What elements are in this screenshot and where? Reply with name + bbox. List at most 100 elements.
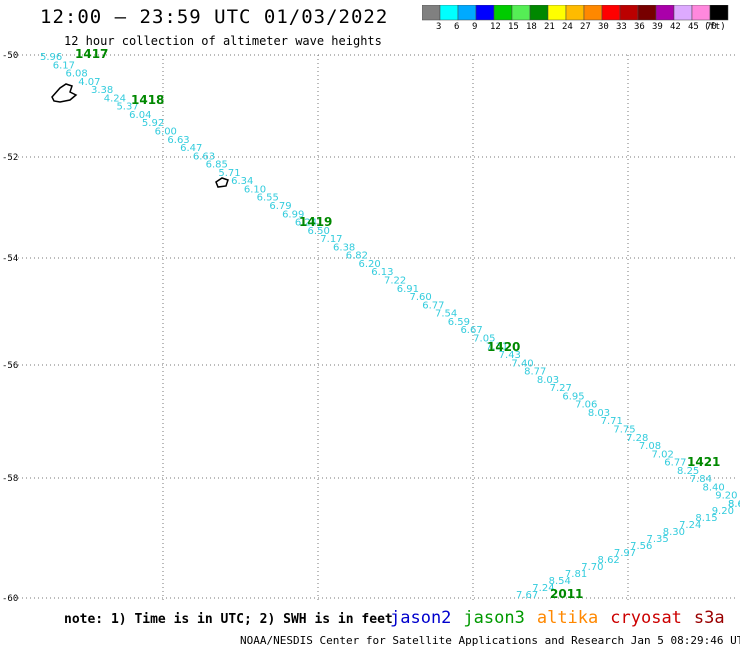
campbell-island-landmass xyxy=(215,177,229,188)
pass-a-swh-value: 3.38 xyxy=(91,85,113,96)
pass-a-swh-value: 6.95 xyxy=(562,391,584,402)
credit-line: NOAA/NESDIS Center for Satellite Applica… xyxy=(240,634,740,647)
colorbar-swatch xyxy=(709,5,729,21)
colorbar-label: 3 xyxy=(436,22,442,32)
pass-a-swh-value: 6.17 xyxy=(53,60,75,71)
pass-b-swh-value: 7.24 xyxy=(532,583,554,594)
pass-a-swh-value: 8.25 xyxy=(677,466,699,477)
colorbar-label: 21 xyxy=(544,22,555,32)
lat-tick-label: -56 xyxy=(2,361,18,371)
pass-b-swh-value: 7.81 xyxy=(565,569,587,580)
pass-a-swh-value: 7.31 xyxy=(486,342,508,353)
pass-a-swh-value: 6.91 xyxy=(397,284,419,295)
pass-a-swh-value: 8.6 xyxy=(728,499,740,510)
pass-b-swh-value: 7.24 xyxy=(679,520,701,531)
pass-a-swh-value: 7.17 xyxy=(320,234,342,245)
pass-a-swh-value: 5.92 xyxy=(142,118,164,129)
colorbar-label: 33 xyxy=(616,22,627,32)
pass-time-label: 1418 xyxy=(131,93,164,107)
pass-a-swh-value: 6.79 xyxy=(269,201,291,212)
pass-a-swh-value: 6.50 xyxy=(308,226,330,237)
pass-b-swh-value: 7.35 xyxy=(646,534,668,545)
pass-a-swh-value: 7.43 xyxy=(499,350,521,361)
pass-a-swh-value: 6.85 xyxy=(206,160,228,171)
satellite-legend: jason2 jason3 altika cryosat s3a xyxy=(390,608,737,628)
pass-a-swh-value: 7.08 xyxy=(639,441,661,452)
pass-b-swh-value: 7.70 xyxy=(581,562,603,573)
pass-a-swh-value: 9.20 xyxy=(715,491,737,502)
pass-a-swh-value: 6.99 xyxy=(282,209,304,220)
colorbar-label: 42 xyxy=(670,22,681,32)
wave-height-map: 165168171174177-50-52-54-56-58-605.966.1… xyxy=(2,47,740,604)
pass-a-swh-value: 7.02 xyxy=(652,449,674,460)
pass-time-label: 1417 xyxy=(75,47,108,61)
colorbar-label: 36 xyxy=(634,22,645,32)
pass-b-swh-value: 9.20 xyxy=(712,506,734,517)
pass-time-label: 1419 xyxy=(299,215,332,229)
colorbar-label: 9 xyxy=(472,22,478,32)
pass-a-swh-value: 8.77 xyxy=(524,367,546,378)
pass-a-swh-value: 6.47 xyxy=(180,143,202,154)
lat-tick-label: -50 xyxy=(2,51,18,61)
pass-a-swh-value: 6.00 xyxy=(155,127,177,138)
pass-b-swh-value: 8.54 xyxy=(549,576,571,587)
colorbar-label: 12 xyxy=(490,22,501,32)
satellite-legend-cryosat: cryosat xyxy=(610,608,682,628)
pass-a-swh-value: 6.13 xyxy=(371,267,393,278)
pass-a-swh-value: 6.24 xyxy=(295,218,317,229)
pass-a-swh-value: 7.05 xyxy=(473,333,495,344)
pass-a-swh-value: 4.07 xyxy=(78,77,100,88)
page-title: 12:00 – 23:59 UTC 01/03/2022 xyxy=(40,6,389,28)
pass-a-swh-value: 5.96 xyxy=(40,52,62,63)
auckland-islands-landmass xyxy=(51,83,78,103)
pass-a-swh-value: 5.37 xyxy=(116,102,138,113)
pass-a-swh-value: 7.06 xyxy=(575,400,597,411)
pass-b-swh-value: 7.67 xyxy=(516,590,538,601)
pass-a-swh-value: 7.75 xyxy=(613,425,635,436)
lat-tick-label: -60 xyxy=(2,594,18,604)
colorbar-label: 45 xyxy=(688,22,699,32)
pass-a-swh-value: 7.71 xyxy=(601,416,623,427)
pass-a-swh-value: 8.03 xyxy=(588,408,610,419)
satellite-legend-altika: altika xyxy=(536,608,599,628)
colorbar xyxy=(422,5,729,21)
pass-a-swh-value: 7.60 xyxy=(409,292,431,303)
colorbar-label: 15 xyxy=(508,22,519,32)
pass-time-label: 2011 xyxy=(550,587,583,601)
pass-b-swh-value: 8.15 xyxy=(695,513,717,524)
colorbar-label: 30 xyxy=(598,22,609,32)
pass-a-swh-value: 6.77 xyxy=(664,458,686,469)
pass-a-swh-value: 6.04 xyxy=(129,110,151,121)
pass-a-swh-value: 7.84 xyxy=(690,474,712,485)
pass-a-swh-value: 7.40 xyxy=(511,358,533,369)
colorbar-labels: 3 6 9 12 15 18 21 24 27 30 33 36 39 42 45 70 (ft) xyxy=(422,22,732,34)
satellite-legend-s3a: s3a xyxy=(693,608,725,628)
colorbar-label: 6 xyxy=(454,22,460,32)
colorbar-unit: (ft) xyxy=(704,22,726,32)
lat-tick-label: -54 xyxy=(2,254,18,264)
page-subtitle: 12 hour collection of altimeter wave hei… xyxy=(64,34,382,48)
colorbar-label: 24 xyxy=(562,22,573,32)
pass-a-swh-value: 6.67 xyxy=(460,325,482,336)
pass-b-swh-value: 8.6 xyxy=(728,499,740,510)
pass-a-swh-value: 7.54 xyxy=(435,309,457,320)
pass-a-swh-value: 8.03 xyxy=(537,375,559,386)
pass-a-swh-value: 6.77 xyxy=(422,300,444,311)
satellite-legend-jason3: jason3 xyxy=(463,608,525,628)
pass-a-swh-value: 6.34 xyxy=(231,176,253,187)
colorbar-label: 70 xyxy=(706,22,717,32)
pass-b-swh-value: 7.97 xyxy=(614,548,636,559)
units-note: note: 1) Time is in UTC; 2) SWH is in fe… xyxy=(64,612,393,627)
pass-a-swh-value: 7.27 xyxy=(550,383,572,394)
pass-a-swh-value: 4.24 xyxy=(104,93,126,104)
pass-a-swh-value: 6.82 xyxy=(346,251,368,262)
colorbar-label: 18 xyxy=(526,22,537,32)
pass-a-swh-value: 6.08 xyxy=(65,69,87,80)
pass-a-swh-value: 6.20 xyxy=(359,259,381,270)
pass-a-swh-value: 8.40 xyxy=(703,482,725,493)
lat-tick-label: -52 xyxy=(2,153,18,163)
pass-a-swh-value: 6.63 xyxy=(193,151,215,162)
pass-b-swh-value: 8.30 xyxy=(663,527,685,538)
pass-a-swh-value: 6.55 xyxy=(257,193,279,204)
